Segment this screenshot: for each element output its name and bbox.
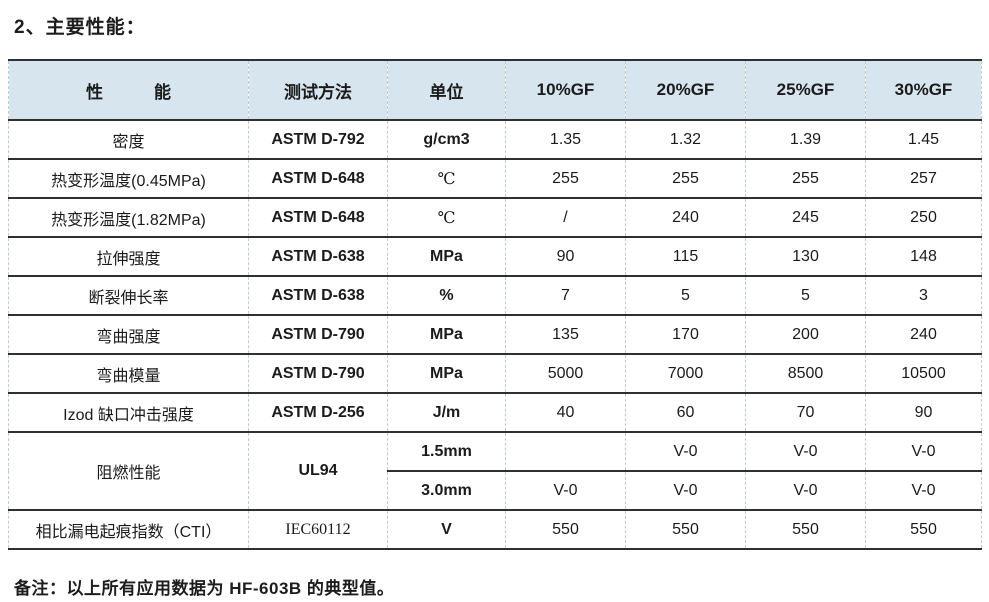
value-cell: 3 [865,275,982,315]
unit-cell: 1.5mm [387,431,506,472]
column-header-25gf: 25%GF [745,59,866,120]
value-cell: 170 [625,314,746,354]
property-cell: 相比漏电起痕指数（CTI） [8,509,249,549]
unit-cell: % [387,275,506,315]
table-row-tensile: 拉伸强度 ASTM D-638 MPa 90 115 130 148 [8,236,982,276]
table-row-flammability-30mm: 3.0mm V-0 V-0 V-0 V-0 [9,470,982,510]
table-row-flammability-15mm: 阻燃性能 UL94 1.5mm V-0 V-0 V-0 [8,431,982,510]
table-row-hdt-045: 热变形温度(0.45MPa) ASTM D-648 ℃ 255 255 255 … [8,158,982,198]
table-row-flexural-modulus: 弯曲模量 ASTM D-790 MPa 5000 7000 8500 10500 [8,353,982,393]
properties-table: 性 能 测试方法 单位 10%GF 20%GF 25%GF 30%GF 密度 A… [8,59,982,550]
unit-cell: MPa [387,314,506,354]
value-cell: 148 [865,236,982,276]
value-cell: 550 [505,509,626,549]
table-row-elongation: 断裂伸长率 ASTM D-638 % 7 5 5 3 [8,275,982,315]
method-cell: ASTM D-638 [248,275,388,315]
property-cell: 热变形温度(0.45MPa) [8,158,249,198]
value-cell: 5 [625,275,746,315]
method-cell: ASTM D-648 [248,197,388,237]
value-cell: 257 [865,158,982,198]
property-cell: 拉伸强度 [8,236,249,276]
value-cell: 135 [505,314,626,354]
method-cell: ASTM D-792 [248,119,388,159]
value-cell: 90 [865,392,982,432]
value-cell: 70 [745,392,866,432]
unit-cell: ℃ [387,197,506,237]
unit-cell: g/cm3 [387,119,506,159]
value-cell: 5000 [505,353,626,393]
value-cell: 60 [625,392,746,432]
value-cell [505,431,626,472]
table-row-izod-impact: Izod 缺口冲击强度 ASTM D-256 J/m 40 60 70 90 [8,392,982,432]
value-cell: V-0 [505,470,626,510]
unit-cell: J/m [387,392,506,432]
header-row: 性 能 测试方法 单位 10%GF 20%GF 25%GF 30%GF [8,59,982,120]
value-cell: 550 [625,509,746,549]
value-cell: V-0 [745,431,866,472]
value-cell: 7000 [625,353,746,393]
column-header-20gf: 20%GF [625,59,746,120]
value-cell: 200 [745,314,866,354]
unit-cell: 3.0mm [387,470,506,510]
value-cell: 1.39 [745,119,866,159]
property-cell: 密度 [8,119,249,159]
property-cell: 热变形温度(1.82MPa) [8,197,249,237]
page-title: 2、主要性能： [14,17,146,38]
unit-cell: V [387,509,506,549]
value-cell: 255 [745,158,866,198]
value-cell: V-0 [625,431,746,472]
value-cell: 90 [505,236,626,276]
property-cell: Izod 缺口冲击强度 [8,392,249,432]
property-cell: 弯曲强度 [8,314,249,354]
table-row-cti: 相比漏电起痕指数（CTI） IEC60112 V 550 550 550 550 [8,509,982,549]
value-cell: 550 [745,509,866,549]
table-row-density: 密度 ASTM D-792 g/cm3 1.35 1.32 1.39 1.45 [8,119,982,159]
method-cell: ASTM D-638 [248,236,388,276]
unit-cell: ℃ [387,158,506,198]
property-cell: 阻燃性能 [8,431,249,510]
value-cell: 8500 [745,353,866,393]
value-cell: V-0 [625,470,746,510]
value-cell: 1.32 [625,119,746,159]
value-cell: 240 [865,314,982,354]
value-cell: 10500 [865,353,982,393]
unit-cell: MPa [387,353,506,393]
column-header-method: 测试方法 [248,59,388,120]
value-cell: 40 [505,392,626,432]
column-header-30gf: 30%GF [865,59,982,120]
value-cell: V-0 [745,470,866,510]
value-cell: 1.35 [505,119,626,159]
value-cell: 7 [505,275,626,315]
method-cell: ASTM D-790 [248,353,388,393]
column-header-10gf: 10%GF [505,59,626,120]
method-cell: IEC60112 [248,509,388,549]
note-text: 备注：以上所有应用数据为 HF-603B 的典型值。 [14,579,395,598]
value-cell: 250 [865,197,982,237]
property-cell: 断裂伸长率 [8,275,249,315]
table-row-hdt-182: 热变形温度(1.82MPa) ASTM D-648 ℃ / 240 245 25… [8,197,982,237]
value-cell: 5 [745,275,866,315]
method-cell: ASTM D-256 [248,392,388,432]
unit-cell: MPa [387,236,506,276]
value-cell: 115 [625,236,746,276]
value-cell: 255 [625,158,746,198]
column-header-unit: 单位 [387,59,506,120]
property-cell: 弯曲模量 [8,353,249,393]
method-cell: UL94 [248,431,388,510]
value-cell: 240 [625,197,746,237]
method-cell: ASTM D-790 [248,314,388,354]
value-cell: 1.45 [865,119,982,159]
method-cell: ASTM D-648 [248,158,388,198]
value-cell: 245 [745,197,866,237]
value-cell: / [505,197,626,237]
column-header-property: 性 能 [8,59,249,120]
value-cell: V-0 [865,470,982,510]
value-cell: 550 [865,509,982,549]
value-cell: 130 [745,236,866,276]
value-cell: V-0 [865,431,982,472]
table-row-flexural-strength: 弯曲强度 ASTM D-790 MPa 135 170 200 240 [8,314,982,354]
value-cell: 255 [505,158,626,198]
